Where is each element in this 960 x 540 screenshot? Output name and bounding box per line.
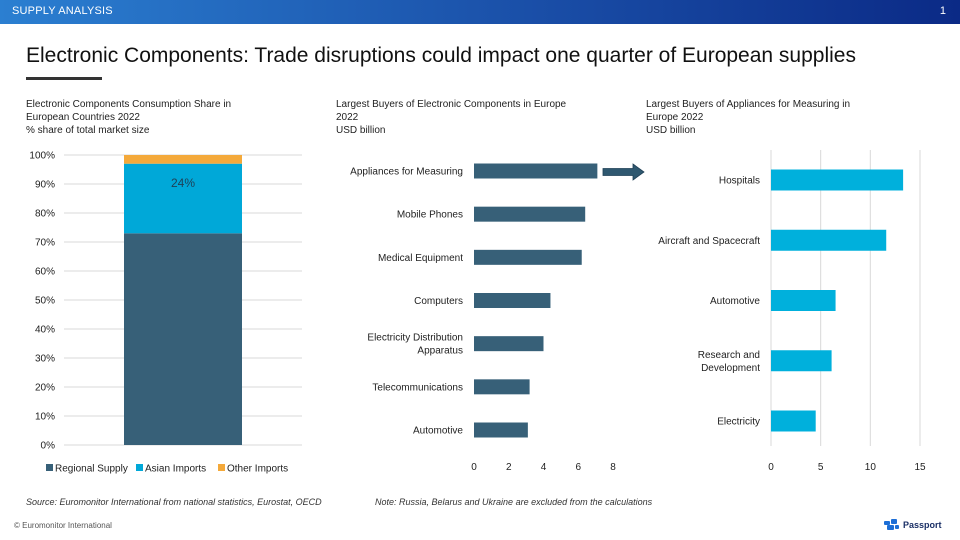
bar-segment-asian-imports: [124, 163, 242, 234]
category-label: Medical Equipment: [378, 253, 463, 264]
x-tick-label: 2: [506, 462, 512, 473]
legend-label: Asian Imports: [145, 464, 206, 475]
category-label: Research and: [698, 350, 760, 361]
bar-segment-other-imports: [124, 155, 242, 164]
category-label: Automotive: [413, 426, 463, 437]
bar: [474, 379, 530, 395]
category-label: Mobile Phones: [397, 210, 463, 221]
header-bar: SUPPLY ANALYSIS 1: [0, 0, 960, 24]
x-tick-label: 0: [768, 462, 774, 473]
bar-segment-regional-supply: [124, 233, 242, 445]
y-tick-label: 40%: [35, 325, 55, 336]
x-tick-label: 15: [914, 462, 926, 473]
bar: [474, 293, 551, 308]
passport-logo-text: Passport: [903, 520, 942, 530]
bar: [771, 350, 832, 372]
legend-label: Other Imports: [227, 464, 288, 475]
bar: [474, 249, 582, 265]
category-label: Electricity Distribution: [367, 333, 463, 344]
x-tick-label: 8: [610, 462, 616, 473]
x-tick-label: 0: [471, 462, 477, 473]
x-tick-label: 10: [865, 462, 877, 473]
x-tick-label: 5: [818, 462, 824, 473]
bar: [474, 336, 544, 352]
right-chart-title-line1: Largest Buyers of Appliances for Measuri…: [646, 99, 850, 110]
category-label: Appliances for Measuring: [350, 167, 463, 178]
bar: [474, 206, 586, 222]
y-tick-label: 10%: [35, 412, 55, 423]
legend-swatch: [218, 464, 225, 471]
y-tick-label: 100%: [29, 151, 55, 162]
y-tick-label: 50%: [35, 296, 55, 307]
category-label: Computers: [414, 296, 463, 307]
page-number: 1: [939, 5, 946, 17]
y-tick-label: 0%: [41, 441, 56, 452]
source-note: Source: Euromonitor International from n…: [26, 497, 322, 507]
section-label: SUPPLY ANALYSIS: [12, 5, 113, 17]
category-label: Aircraft and Spacecraft: [658, 236, 760, 247]
y-tick-label: 80%: [35, 209, 55, 220]
passport-logo-icon: [884, 519, 900, 531]
middle-chart-title-line1: Largest Buyers of Electronic Components …: [336, 99, 567, 110]
y-tick-label: 30%: [35, 354, 55, 365]
exclusion-note: Note: Russia, Belarus and Ukraine are ex…: [375, 497, 653, 507]
left-chart-title-line2: European Countries 2022: [26, 112, 140, 123]
category-label: Hospitals: [719, 176, 760, 187]
passport-logo: Passport: [884, 518, 942, 532]
link-arrow-icon: [602, 163, 645, 181]
bar: [771, 169, 904, 191]
data-label: 24%: [171, 176, 195, 190]
y-tick-label: 20%: [35, 383, 55, 394]
category-label: Apparatus: [417, 346, 463, 357]
x-tick-label: 6: [575, 462, 581, 473]
bar: [474, 163, 598, 179]
bar: [474, 422, 528, 438]
y-tick-label: 90%: [35, 180, 55, 191]
y-tick-label: 70%: [35, 238, 55, 249]
left-chart-title-line1: Electronic Components Consumption Share …: [26, 99, 232, 110]
category-label: Telecommunications: [372, 382, 463, 393]
left-chart-unit: % share of total market size: [26, 125, 150, 136]
copyright: © Euromonitor International: [14, 521, 112, 530]
legend-swatch: [46, 464, 53, 471]
bar: [771, 410, 816, 432]
title-underline: [26, 77, 102, 80]
legend-swatch: [136, 464, 143, 471]
category-label: Development: [701, 363, 760, 374]
left-chart-header: Electronic Components Consumption Share …: [26, 98, 231, 137]
right-chart-title-line2: Europe 2022: [646, 112, 704, 123]
right-chart-header: Largest Buyers of Appliances for Measuri…: [646, 98, 850, 137]
legend-label: Regional Supply: [55, 464, 128, 475]
bar: [771, 229, 887, 251]
category-label: Electricity: [717, 417, 760, 428]
y-tick-label: 60%: [35, 267, 55, 278]
bar: [771, 290, 836, 311]
middle-chart-header: Largest Buyers of Electronic Components …: [336, 98, 566, 137]
x-tick-label: 4: [541, 462, 547, 473]
page-title: Electronic Components: Trade disruptions…: [26, 44, 856, 67]
category-label: Automotive: [710, 296, 760, 307]
right-chart-unit: USD billion: [646, 125, 696, 136]
middle-chart-unit: USD billion: [336, 125, 386, 136]
middle-chart-title-line2: 2022: [336, 112, 359, 123]
